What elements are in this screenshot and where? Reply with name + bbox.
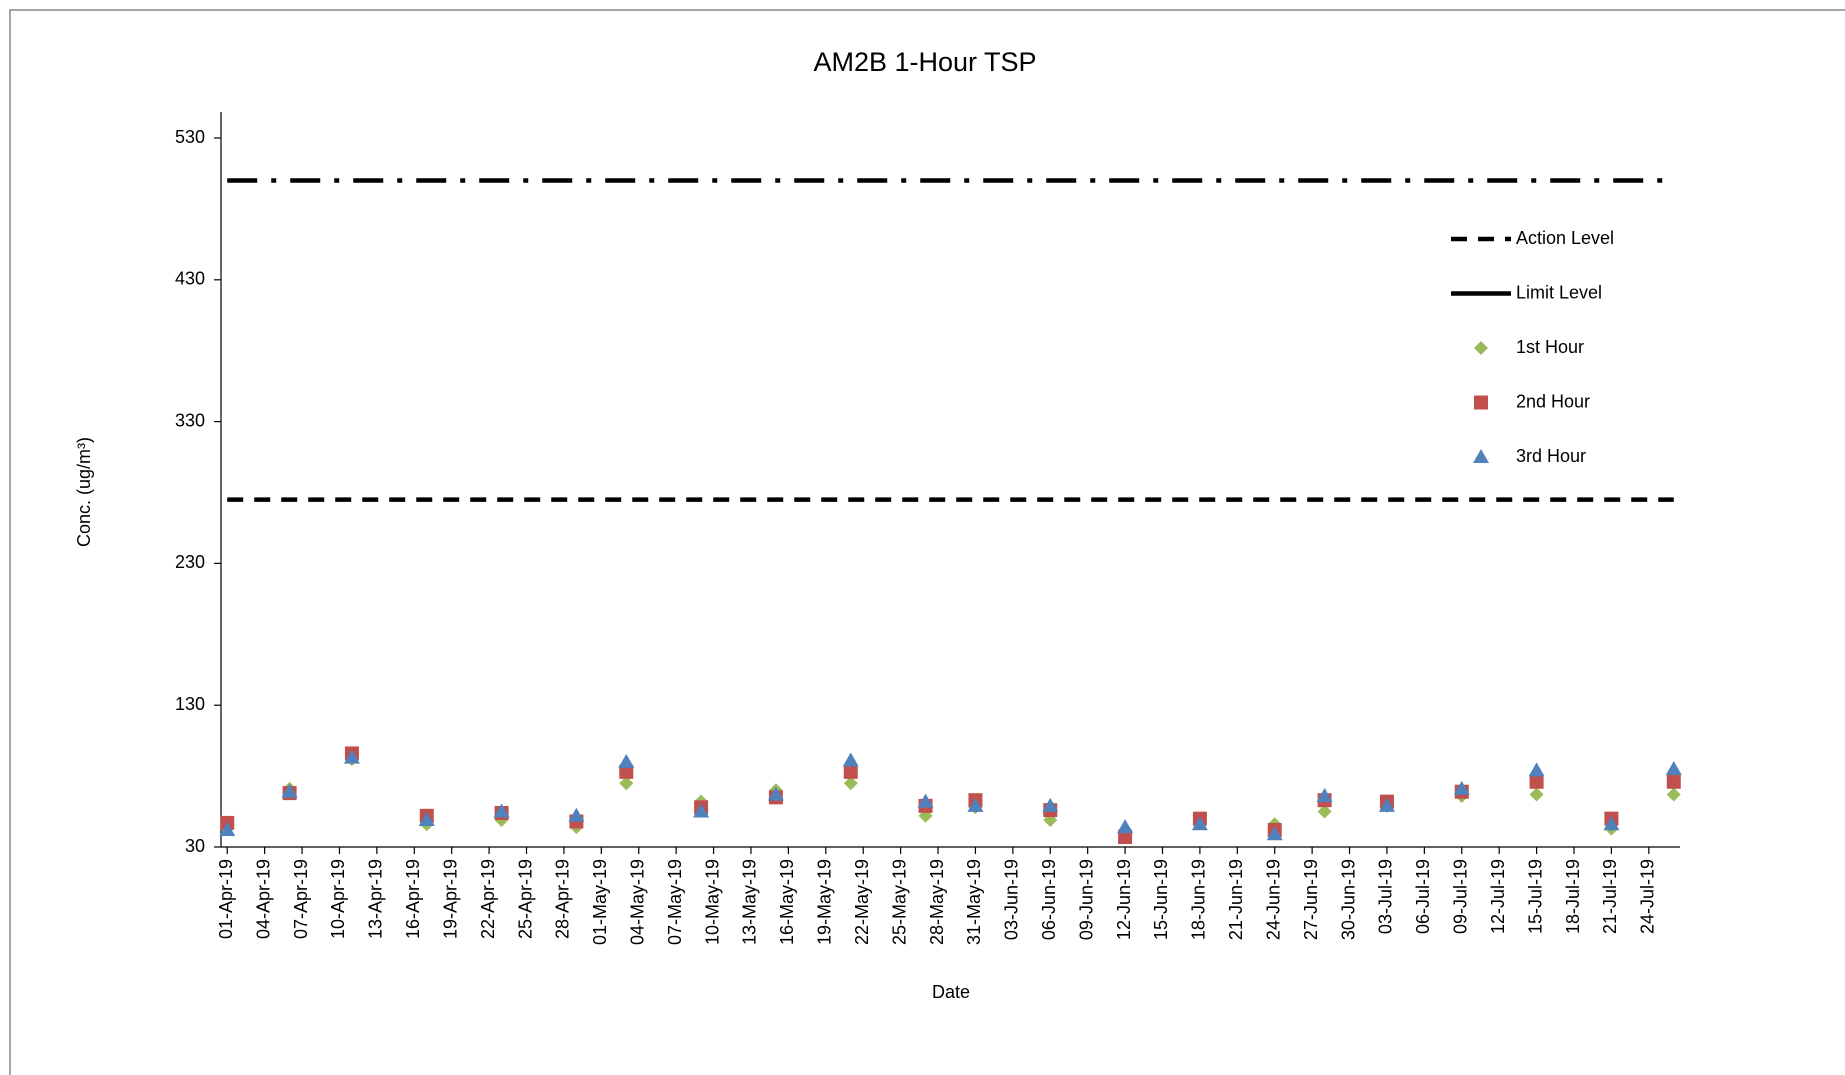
x-tick-label: 21-Jun-19 [1226,859,1246,940]
data-point [1665,761,1682,776]
x-tick-label: 25-May-19 [889,859,909,945]
x-tick-label: 16-Apr-19 [403,859,423,939]
legend-label: 3rd Hour [1516,446,1586,466]
x-tick-label: 16-May-19 [777,859,797,945]
data-point [1603,816,1620,831]
x-tick-label: 24-Jul-19 [1638,859,1658,934]
x-tick-label: 09-Jun-19 [1076,859,1096,940]
legend-label: Action Level [1516,228,1614,248]
x-tick-label: 22-May-19 [852,859,872,945]
x-tick-label: 01-May-19 [590,859,610,945]
x-tick-label: 09-Jul-19 [1451,859,1471,934]
data-point [842,752,859,767]
legend-swatch [1473,449,1489,463]
y-tick-label: 330 [175,410,205,430]
x-tick-label: 13-Apr-19 [366,859,386,939]
data-point [418,812,435,827]
chart-frame [9,9,1845,1075]
data-point [1529,774,1544,789]
x-tick-label: 28-Apr-19 [553,859,573,939]
data-point [967,797,984,812]
x-axis-label: Date [932,982,970,1002]
data-point [618,753,635,768]
x-tick-label: 04-Apr-19 [253,859,273,939]
data-point [493,803,510,818]
x-tick-label: 10-Apr-19 [328,859,348,939]
x-tick-label: 28-May-19 [927,859,947,945]
data-point [1666,774,1681,789]
x-tick-label: 18-Jun-19 [1189,859,1209,940]
legend-label: Limit Level [1516,282,1602,302]
x-tick-label: 06-Jul-19 [1413,859,1433,934]
legend-label: 1st Hour [1516,337,1584,357]
y-tick-label: 530 [175,127,205,147]
x-tick-label: 13-May-19 [740,859,760,945]
data-point [1118,830,1133,845]
x-tick-label: 31-May-19 [964,859,984,945]
data-point [1042,797,1059,812]
x-tick-label: 03-Jul-19 [1376,859,1396,934]
legend-swatch [1474,341,1488,355]
x-tick-label: 18-Jul-19 [1563,859,1583,934]
data-point [343,749,360,764]
data-point [843,776,858,791]
x-tick-label: 19-May-19 [815,859,835,945]
x-tick-label: 07-Apr-19 [291,859,311,939]
y-tick-label: 30 [185,836,205,856]
x-tick-label: 12-Jul-19 [1488,859,1508,934]
data-point [917,793,934,808]
legend-label: 2nd Hour [1516,391,1590,411]
data-point [767,786,784,801]
data-point [1666,787,1681,802]
data-point [219,821,236,836]
x-tick-label: 12-Jun-19 [1114,859,1134,940]
x-tick-label: 01-Apr-19 [216,859,236,939]
data-point [1266,826,1283,841]
legend-swatch [1474,395,1488,410]
x-tick-label: 03-Jun-19 [1002,859,1022,940]
data-point [568,807,585,822]
x-tick-label: 21-Jul-19 [1600,859,1620,934]
x-tick-label: 24-Jun-19 [1263,859,1283,940]
chart-title: AM2B 1-Hour TSP [813,47,1036,77]
data-point [619,776,634,791]
data-point [843,764,858,779]
x-tick-label: 10-May-19 [702,859,722,945]
x-tick-label: 07-May-19 [665,859,685,945]
data-point [693,803,710,818]
x-tick-label: 04-May-19 [627,859,647,945]
y-axis-label: Conc. (ug/m³) [74,437,94,547]
x-tick-label: 30-Jun-19 [1338,859,1358,940]
data-point [1529,787,1544,802]
x-tick-label: 06-Jun-19 [1039,859,1059,940]
data-point [1316,787,1333,802]
data-point [1191,816,1208,831]
x-tick-label: 19-Apr-19 [440,859,460,939]
x-tick-label: 15-Jun-19 [1151,859,1171,940]
x-tick-label: 15-Jul-19 [1525,859,1545,934]
y-tick-label: 130 [175,694,205,714]
y-tick-label: 430 [175,269,205,289]
data-point [1453,780,1470,795]
data-point [1317,804,1332,819]
y-tick-label: 230 [175,552,205,572]
data-point [619,764,634,779]
x-tick-label: 22-Apr-19 [478,859,498,939]
x-tick-label: 27-Jun-19 [1301,859,1321,940]
data-point [1528,762,1545,777]
data-point [1117,819,1134,834]
x-tick-label: 25-Apr-19 [515,859,535,939]
data-point [281,783,298,798]
data-point [1378,797,1395,812]
